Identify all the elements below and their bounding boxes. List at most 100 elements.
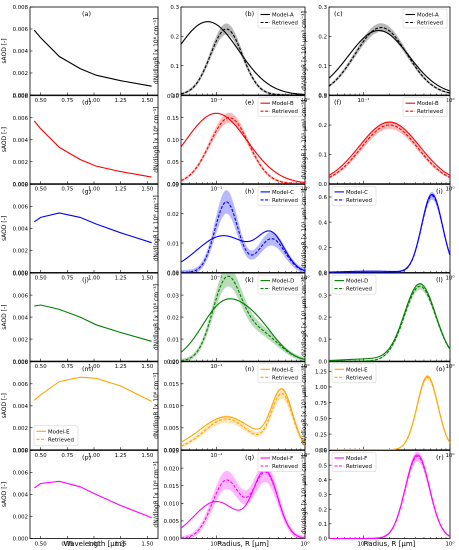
series-line-model bbox=[180, 112, 306, 184]
series-line-retrieved bbox=[180, 28, 305, 96]
series-line-Model-D bbox=[34, 304, 152, 342]
series-line-retrieved bbox=[180, 471, 306, 539]
y-axis-label: sAOD [-] bbox=[1, 216, 8, 241]
panel-o: 0.000.250.500.751.001.2510⁻¹10⁰(o)Model-… bbox=[301, 361, 455, 459]
series-line-retrieved bbox=[180, 201, 306, 273]
y-tick-label: 0.004 bbox=[13, 315, 29, 321]
legend: Model-E Retrieved bbox=[257, 363, 303, 384]
y-tick-label: 0.6 bbox=[318, 195, 327, 201]
x-tick-label: 0.75 bbox=[61, 453, 73, 459]
y-tick-label: 0.0 bbox=[318, 93, 327, 99]
panel-a: 0.000 0.002 0.004 0.006 0.008 0.50 0.75 1.00 1.2… bbox=[1, 5, 159, 104]
x-tick-label: 10⁻¹ bbox=[210, 363, 222, 370]
series-line-retrieved bbox=[329, 376, 451, 451]
y-tick-label: 0.008 bbox=[13, 94, 29, 100]
x-tick-label: 10⁻¹ bbox=[210, 274, 222, 281]
x-tick-label: 1.50 bbox=[141, 453, 154, 459]
legend: Model-A Retrieved bbox=[402, 8, 448, 29]
series-line-retrieved bbox=[329, 455, 451, 540]
legend-label-retrieved: Retrieved bbox=[417, 109, 443, 115]
y-axis-label: dN/dlogR [x 10⁶ cm⁻³] bbox=[153, 195, 160, 261]
x-tick-label: 1.50 bbox=[141, 98, 154, 104]
y-tick-label: 0.006 bbox=[13, 382, 29, 388]
legend-label-model: Model-D bbox=[272, 279, 294, 285]
y-tick-label: 0.25 bbox=[315, 432, 327, 438]
panel-letter: (r) bbox=[436, 454, 444, 462]
x-tick-label: 1.25 bbox=[115, 453, 127, 459]
y-axis-label: sAOD [-] bbox=[1, 304, 8, 329]
x-tick-label: 10⁻¹ bbox=[210, 97, 222, 104]
y-tick-label: 0.6 bbox=[318, 449, 327, 455]
panel-letter: (c) bbox=[334, 10, 343, 18]
x-tick-label: 1.50 bbox=[141, 364, 154, 370]
legend-label-retrieved: Retrieved bbox=[272, 375, 298, 381]
y-tick-label: 0.0 bbox=[318, 359, 327, 365]
y-axis-label: sAOD [-] bbox=[1, 38, 8, 63]
y-tick-label: 0.002 bbox=[13, 249, 28, 255]
y-tick-label: 0.002 bbox=[13, 515, 28, 521]
x-tick-label: 10⁰ bbox=[445, 541, 454, 548]
legend-label-retrieved: Retrieved bbox=[272, 198, 298, 204]
x-tick-label: 1.25 bbox=[115, 364, 127, 370]
x-tick-label: 1.50 bbox=[141, 187, 154, 193]
x-tick-label: 1.25 bbox=[115, 275, 127, 281]
y-axis-label: dN/dlogR [x 10⁶ cm⁻³] bbox=[153, 284, 160, 350]
y-tick-label: 0.008 bbox=[13, 5, 29, 11]
panel-letter: (n) bbox=[245, 365, 254, 373]
y-tick-label: 0.2 bbox=[318, 507, 327, 513]
y-tick-label: 0.03 bbox=[167, 183, 179, 189]
y-tick-label: 0.02 bbox=[167, 212, 179, 218]
x-tick-label: 1.25 bbox=[115, 187, 127, 193]
panel-letter: (h) bbox=[245, 187, 254, 195]
x-tick-label: 1.00 bbox=[88, 275, 101, 281]
panel-letter: (j) bbox=[82, 276, 89, 284]
legend: Model-D Retrieved bbox=[257, 274, 303, 295]
y-tick-label: 0.2 bbox=[318, 35, 327, 41]
legend-label-model: Model-C bbox=[272, 190, 294, 196]
y-tick-label: 0.002 bbox=[13, 426, 28, 432]
series-line-model bbox=[328, 29, 451, 92]
y-axis-label: sAOD [-] bbox=[1, 127, 8, 152]
y-tick-label: 0.00 bbox=[167, 182, 180, 188]
y-axis-label: dV/dlogR [x 10¹ µm³ cm⁻³] bbox=[301, 100, 308, 180]
y-tick-label: 0.10 bbox=[167, 138, 180, 144]
panel-letter: (l) bbox=[436, 276, 443, 284]
panel-letter: (m) bbox=[82, 365, 93, 373]
y-axis-label: dN/dlogR [x 10⁶ cm⁻³] bbox=[153, 461, 160, 527]
panel-l: 0.00.10.20.30.410⁻¹10⁰(l)Model-DRetrieve… bbox=[301, 271, 455, 370]
x-tick-label: 1.25 bbox=[115, 98, 127, 104]
y-tick-label: 1.25 bbox=[315, 369, 327, 375]
y-axis-label: sAOD [-] bbox=[1, 482, 8, 507]
axes-frame bbox=[29, 6, 159, 96]
panel-letter: (p) bbox=[82, 454, 91, 462]
series-line-Model-C bbox=[33, 212, 152, 244]
legend-label-model: Model-B bbox=[417, 101, 439, 107]
legend-label-model: Model-D bbox=[346, 279, 368, 285]
y-tick-label: 0.4 bbox=[318, 478, 327, 484]
y-tick-label: 0.005 bbox=[164, 519, 179, 525]
panel-letter: (o) bbox=[436, 365, 445, 373]
y-tick-label: 0.002 bbox=[13, 160, 28, 166]
y-axis-label: dV/dlogR [x 10¹ µm³ cm⁻³] bbox=[301, 455, 308, 535]
legend-frame bbox=[257, 363, 303, 384]
y-tick-label: 0.75 bbox=[315, 401, 327, 407]
y-tick-label: 0.006 bbox=[13, 471, 29, 477]
y-tick-label: 0.004 bbox=[13, 493, 29, 499]
series-line-model bbox=[328, 121, 451, 176]
series-line-retrieved bbox=[180, 117, 305, 185]
x-tick-label: 0.50 bbox=[35, 98, 48, 104]
y-tick-label: 0.4 bbox=[318, 271, 327, 277]
y-tick-label: 0.01 bbox=[167, 241, 179, 247]
series-line-retrieved bbox=[328, 26, 451, 94]
y-tick-label: 0.1 bbox=[318, 153, 327, 159]
y-tick-label: 0.004 bbox=[13, 138, 29, 144]
panel-r: 0.0 0.1 0.2 0.3 0.4 0.5 0.6 10⁻¹ 10⁰ (r) Model-F Re… bbox=[301, 449, 455, 548]
panel-letter: (i) bbox=[436, 187, 443, 195]
y-tick-label: 0.3 bbox=[318, 94, 327, 100]
series-line-model bbox=[180, 388, 306, 445]
y-tick-label: 0.008 bbox=[13, 449, 29, 455]
x-tick-label: 10⁻¹ bbox=[210, 186, 222, 193]
legend-label-model: Model-A bbox=[272, 13, 294, 19]
y-axis-label: dV/dlogR [x 10¹ µm³ cm⁻³] bbox=[301, 11, 308, 91]
